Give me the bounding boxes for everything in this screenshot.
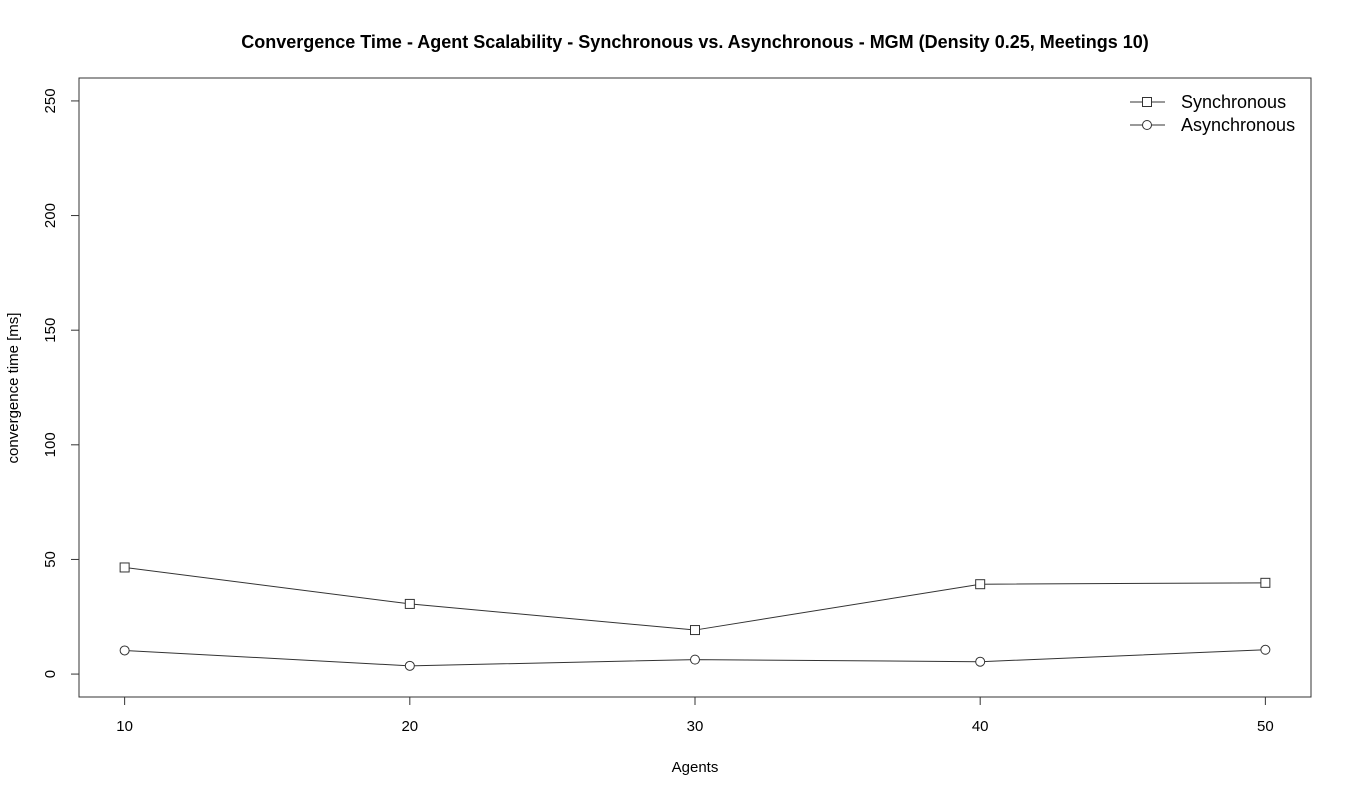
x-axis: 10 20 30 40 50 (116, 696, 1274, 735)
y-tick-label: 150 (42, 318, 59, 343)
legend: Synchronous Asynchronous (1130, 92, 1295, 135)
asynchronous-legend-marker (1142, 120, 1152, 130)
y-tick-label: 50 (42, 551, 59, 568)
asynchronous-data-point (975, 656, 986, 667)
asynchronous-legend-label: Asynchronous (1181, 115, 1295, 135)
asynchronous-data-point (1260, 644, 1271, 655)
asynchronous-data-point (404, 660, 415, 671)
asynchronous-data-point (690, 654, 700, 665)
plot-frame (78, 77, 1312, 698)
x-tick-label: 10 (116, 718, 133, 735)
x-tick-label: 50 (1257, 718, 1274, 735)
synchronous-series-line (124, 566, 1266, 631)
synchronous-data-point (404, 598, 415, 609)
y-axis-label: convergence time [ms] (5, 313, 22, 464)
synchronous-data-point (975, 579, 986, 590)
chart-title: Convergence Time - Agent Scalability - S… (241, 32, 1149, 52)
synchronous-legend-label: Synchronous (1181, 92, 1286, 112)
y-axis: 0 50 100 150 200 250 (42, 88, 80, 678)
y-tick-label: 200 (42, 203, 59, 228)
x-tick-label: 20 (401, 718, 418, 735)
y-tick-label: 100 (42, 432, 59, 457)
synchronous-data-point (119, 562, 130, 573)
asynchronous-data-point (119, 645, 130, 656)
y-tick-label: 250 (42, 88, 59, 113)
x-axis-label: Agents (672, 759, 719, 776)
synchronous-legend-marker (1142, 97, 1152, 107)
y-tick-label: 0 (42, 670, 59, 678)
x-tick-label: 30 (687, 718, 704, 735)
x-tick-label: 40 (972, 718, 989, 735)
series-layer (119, 562, 1271, 671)
synchronous-data-point (690, 625, 700, 636)
synchronous-data-point (1260, 577, 1271, 588)
